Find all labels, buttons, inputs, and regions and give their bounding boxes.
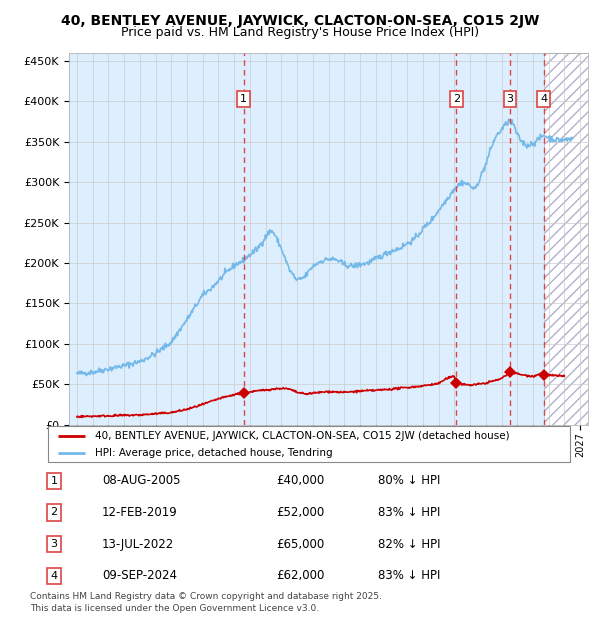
Text: 1: 1 <box>240 94 247 104</box>
Text: 09-SEP-2024: 09-SEP-2024 <box>102 569 177 582</box>
Text: 3: 3 <box>506 94 514 104</box>
Text: £62,000: £62,000 <box>276 569 325 582</box>
Text: Contains HM Land Registry data © Crown copyright and database right 2025.
This d: Contains HM Land Registry data © Crown c… <box>30 591 382 613</box>
Text: 40, BENTLEY AVENUE, JAYWICK, CLACTON-ON-SEA, CO15 2JW: 40, BENTLEY AVENUE, JAYWICK, CLACTON-ON-… <box>61 14 539 28</box>
Text: 2: 2 <box>452 94 460 104</box>
Bar <box>69 53 544 425</box>
Bar <box>544 53 588 425</box>
Text: 83% ↓ HPI: 83% ↓ HPI <box>378 569 440 582</box>
FancyBboxPatch shape <box>48 426 570 462</box>
Text: 80% ↓ HPI: 80% ↓ HPI <box>378 474 440 487</box>
Text: 13-JUL-2022: 13-JUL-2022 <box>102 538 174 551</box>
Text: 1: 1 <box>50 476 58 486</box>
Text: 4: 4 <box>540 94 547 104</box>
Text: £52,000: £52,000 <box>276 506 324 519</box>
Text: 2: 2 <box>50 507 58 518</box>
Text: 3: 3 <box>50 539 58 549</box>
Text: 08-AUG-2005: 08-AUG-2005 <box>102 474 181 487</box>
Text: £40,000: £40,000 <box>276 474 324 487</box>
Text: 4: 4 <box>50 570 58 581</box>
Text: 40, BENTLEY AVENUE, JAYWICK, CLACTON-ON-SEA, CO15 2JW (detached house): 40, BENTLEY AVENUE, JAYWICK, CLACTON-ON-… <box>95 431 509 441</box>
Text: HPI: Average price, detached house, Tendring: HPI: Average price, detached house, Tend… <box>95 448 332 458</box>
Text: Price paid vs. HM Land Registry's House Price Index (HPI): Price paid vs. HM Land Registry's House … <box>121 26 479 39</box>
Text: £65,000: £65,000 <box>276 538 324 551</box>
Text: 83% ↓ HPI: 83% ↓ HPI <box>378 506 440 519</box>
Text: 12-FEB-2019: 12-FEB-2019 <box>102 506 178 519</box>
Text: 82% ↓ HPI: 82% ↓ HPI <box>378 538 440 551</box>
